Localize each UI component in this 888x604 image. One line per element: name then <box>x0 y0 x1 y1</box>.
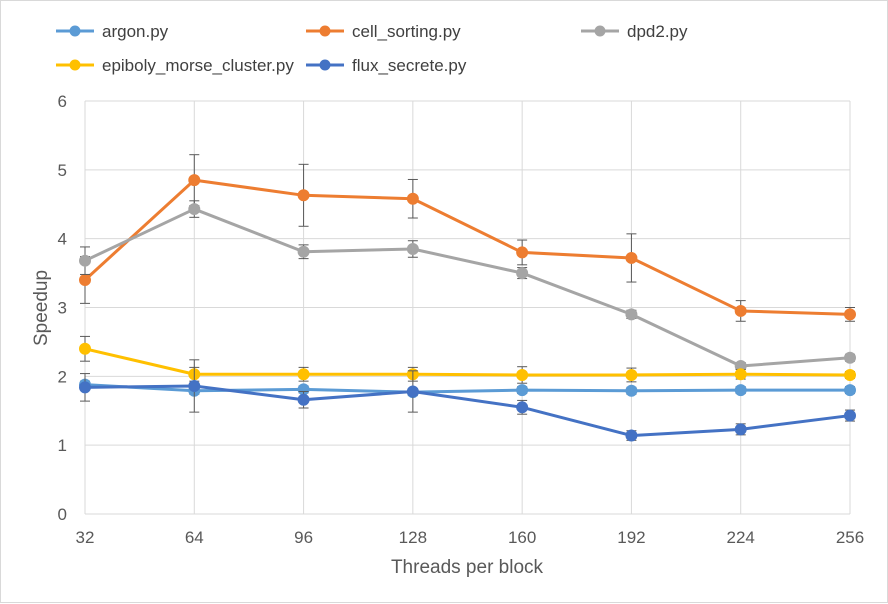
data-point <box>516 267 529 280</box>
legend-label: cell_sorting.py <box>352 22 461 41</box>
data-point <box>79 273 91 286</box>
legend-marker <box>319 25 331 37</box>
data-point <box>844 308 856 321</box>
data-point <box>188 174 201 187</box>
y-tick-label: 5 <box>58 161 67 180</box>
data-point <box>297 393 310 406</box>
data-point <box>844 409 856 422</box>
y-tick-label: 3 <box>58 299 67 318</box>
data-point <box>406 192 419 205</box>
data-point <box>516 401 529 414</box>
series <box>79 200 856 373</box>
legend-entry: dpd2.py <box>581 22 688 41</box>
x-tick-label: 32 <box>76 528 95 547</box>
x-tick-label: 192 <box>617 528 645 547</box>
data-point <box>625 251 638 264</box>
x-axis-ticks: 32 64 96 128 160 192 224 256 <box>76 528 865 547</box>
data-point <box>625 308 638 321</box>
series-line <box>83 178 851 316</box>
data-point <box>844 351 856 364</box>
legend-entry: cell_sorting.py <box>306 22 461 41</box>
x-tick-label: 160 <box>508 528 536 547</box>
data-point <box>406 385 419 398</box>
data-point <box>297 368 310 381</box>
series <box>79 154 856 322</box>
y-axis-ticks: 0 1 2 3 4 5 6 <box>58 92 67 524</box>
data-point <box>625 429 638 442</box>
data-point <box>516 384 529 397</box>
series-line <box>84 384 851 438</box>
data-point <box>406 242 419 255</box>
data-point <box>188 203 201 216</box>
legend-marker <box>594 25 606 37</box>
series-line <box>84 207 851 368</box>
legend-entry: argon.py <box>56 22 169 41</box>
data-point <box>188 379 201 392</box>
data-point <box>844 368 856 381</box>
data-point <box>734 304 747 317</box>
y-tick-label: 2 <box>58 367 67 386</box>
legend-entry: epiboly_morse_cluster.py <box>56 56 294 75</box>
y-tick-label: 6 <box>58 92 67 111</box>
x-axis-title: Threads per block <box>391 557 544 578</box>
data-point <box>297 189 310 202</box>
data-point <box>79 342 91 355</box>
legend-marker <box>69 25 81 37</box>
series <box>79 359 856 442</box>
legend-label: argon.py <box>102 22 169 41</box>
x-tick-label: 96 <box>294 528 313 547</box>
data-point <box>734 368 747 381</box>
data-point <box>79 254 91 267</box>
legend-label: flux_secrete.py <box>352 56 467 75</box>
series-line <box>84 347 851 377</box>
data-point <box>297 245 310 258</box>
data-point <box>79 381 91 394</box>
x-tick-label: 64 <box>185 528 204 547</box>
y-tick-label: 4 <box>58 230 67 249</box>
legend-label: dpd2.py <box>627 22 688 41</box>
data-point <box>734 384 747 397</box>
data-point <box>516 246 529 259</box>
data-point <box>516 368 529 381</box>
legend: argon.py cell_sorting.py dpd2.py epiboly_mo… <box>56 22 688 75</box>
y-tick-label: 1 <box>58 436 67 455</box>
x-tick-label: 256 <box>836 528 864 547</box>
legend-label: epiboly_morse_cluster.py <box>102 56 294 75</box>
y-tick-label: 0 <box>58 505 67 524</box>
data-point <box>734 423 747 436</box>
legend-marker <box>319 59 331 71</box>
legend-marker <box>69 59 81 71</box>
legend-entry: flux_secrete.py <box>306 56 467 75</box>
x-tick-label: 128 <box>399 528 427 547</box>
data-point <box>625 368 638 381</box>
data-point <box>625 384 638 397</box>
data-point <box>844 384 856 397</box>
series-line <box>84 383 850 394</box>
x-tick-label: 224 <box>727 528 755 547</box>
y-axis-title: Speedup <box>31 270 52 346</box>
plot-area <box>79 154 856 442</box>
